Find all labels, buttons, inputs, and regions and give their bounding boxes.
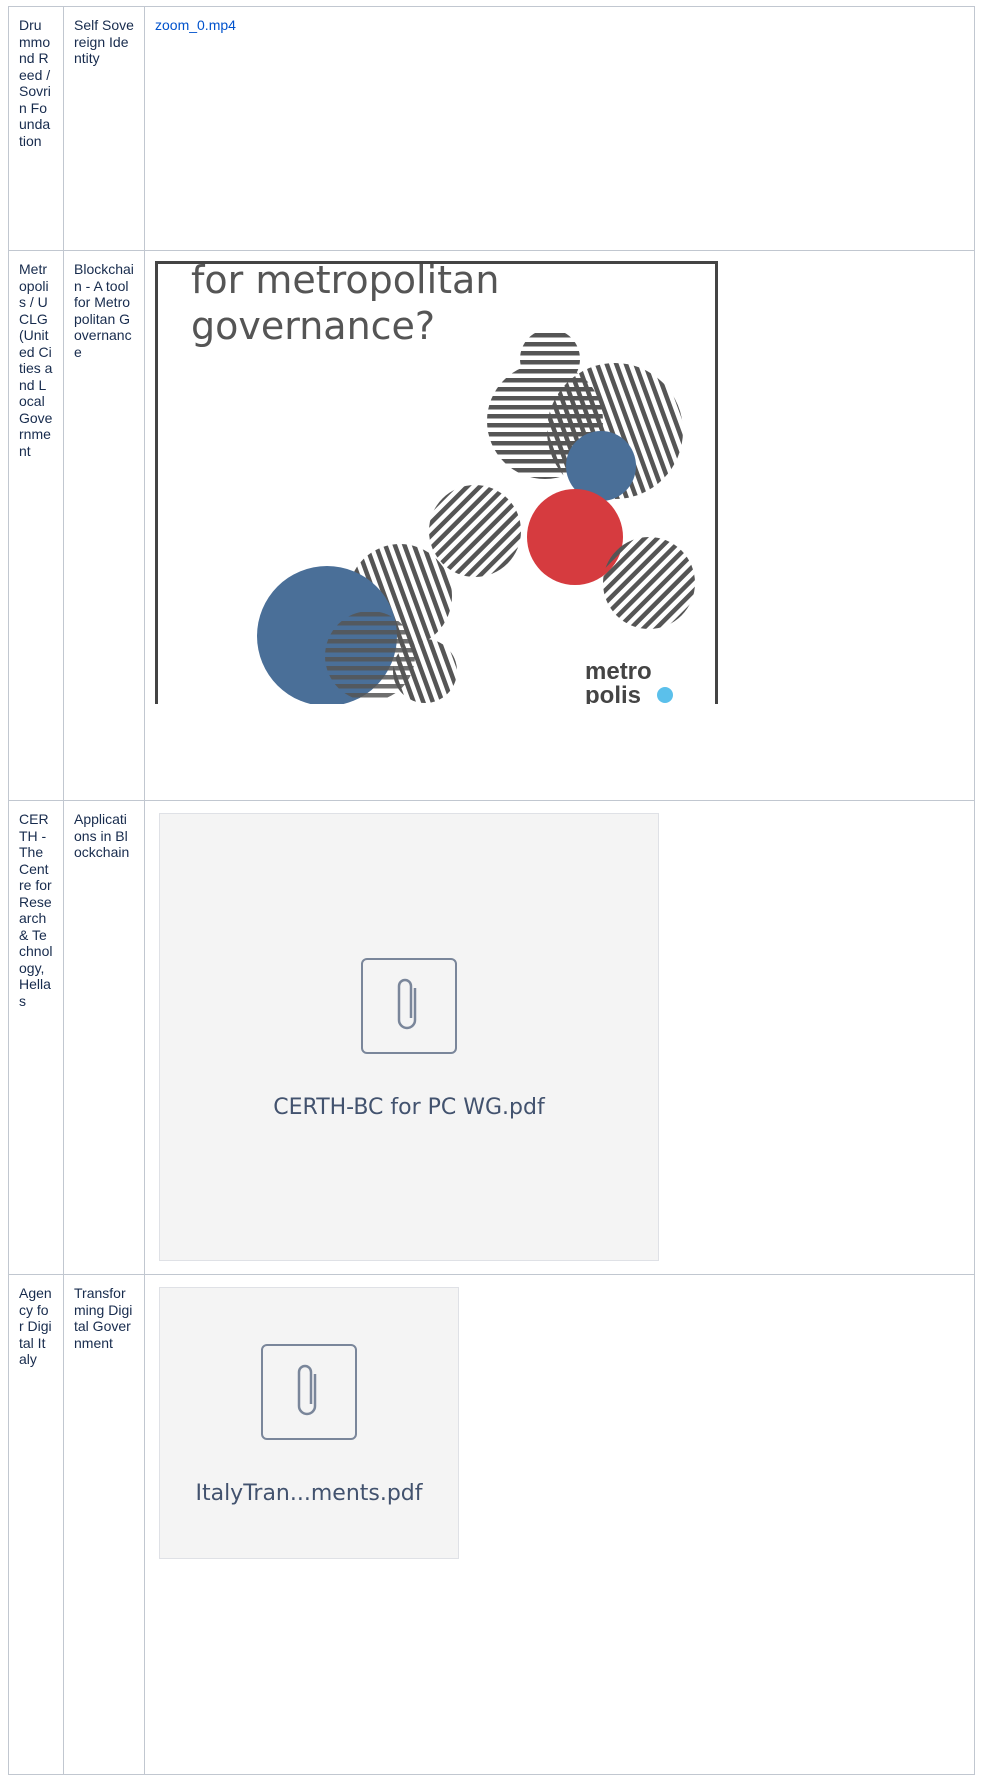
- file-name: ItalyTran...ments.pdf: [195, 1486, 422, 1503]
- clip-icon: [361, 958, 457, 1054]
- row: Agency for Digital Italy Transforming Di…: [9, 1275, 975, 1775]
- cell: Self Sovereign Identity: [64, 7, 145, 251]
- cell: Drummond Reed / Sovrin Foundation: [9, 7, 64, 251]
- cell: zoom_0.mp4: [145, 7, 975, 251]
- file-card[interactable]: ItalyTran...ments.pdf: [159, 1287, 459, 1559]
- file-card[interactable]: CERTH-BC for PC WG.pdf: [159, 813, 659, 1261]
- cell: Metropolis / UCLG (United Cities and Loc…: [9, 251, 64, 801]
- image-text: metro: [585, 658, 652, 685]
- image-text: for metropolitan: [191, 261, 499, 302]
- row: Metropolis / UCLG (United Cities and Loc…: [9, 251, 975, 801]
- cell: CERTH-BC for PC WG.pdf: [145, 801, 975, 1275]
- table: Drummond Reed / Sovrin Foundation Self S…: [8, 6, 975, 1775]
- image-text: polis: [585, 682, 641, 704]
- image-text: governance?: [191, 304, 435, 348]
- cell: for metropolitan governance? metro: [145, 251, 975, 801]
- page: {"table": {"rows": [ ["Drummond Reed / S…: [0, 0, 981, 1767]
- attachment-link[interactable]: zoom_0.mp4: [155, 17, 236, 33]
- file-name: CERTH-BC for PC WG.pdf: [273, 1100, 544, 1117]
- cell: CERTH - The Centre for Research & Techno…: [9, 801, 64, 1275]
- cell: Agency for Digital Italy: [9, 1275, 64, 1775]
- row: CERTH - The Centre for Research & Techno…: [9, 801, 975, 1275]
- embedded-image[interactable]: for metropolitan governance? metro: [155, 261, 718, 704]
- cell: Blockchain - A tool for Metropolitan Gov…: [64, 251, 145, 801]
- cell: Applications in Blockchain: [64, 801, 145, 1275]
- clip-icon: [261, 1344, 357, 1440]
- cell: ItalyTran...ments.pdf: [145, 1275, 975, 1775]
- row: Drummond Reed / Sovrin Foundation Self S…: [9, 7, 975, 251]
- cell: Transforming Digital Government: [64, 1275, 145, 1775]
